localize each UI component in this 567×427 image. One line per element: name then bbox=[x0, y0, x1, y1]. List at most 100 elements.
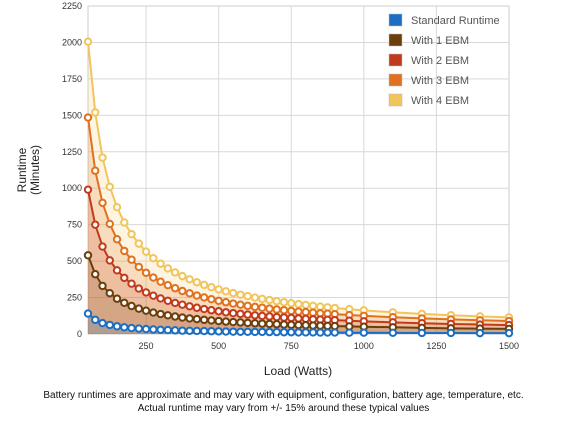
data-point[interactable] bbox=[265, 304, 274, 313]
data-point[interactable] bbox=[228, 288, 238, 298]
data-point[interactable] bbox=[83, 309, 93, 318]
data-point[interactable] bbox=[221, 308, 231, 317]
data-point[interactable] bbox=[120, 218, 129, 227]
data-point[interactable] bbox=[221, 317, 231, 326]
data-point[interactable] bbox=[287, 306, 296, 316]
data-point[interactable] bbox=[98, 198, 107, 208]
data-point[interactable] bbox=[330, 328, 339, 337]
data-point[interactable] bbox=[185, 302, 194, 311]
data-point[interactable] bbox=[316, 321, 325, 330]
data-point[interactable] bbox=[236, 318, 245, 327]
data-point[interactable] bbox=[236, 300, 245, 309]
data-point[interactable] bbox=[214, 296, 223, 305]
data-point[interactable] bbox=[258, 311, 267, 321]
data-point[interactable] bbox=[250, 319, 260, 328]
data-point[interactable] bbox=[294, 307, 303, 316]
data-point[interactable] bbox=[294, 314, 303, 323]
data-point[interactable] bbox=[287, 320, 296, 330]
data-point[interactable] bbox=[98, 281, 107, 291]
data-point[interactable] bbox=[185, 326, 194, 335]
data-point[interactable] bbox=[250, 327, 260, 337]
data-point[interactable] bbox=[301, 328, 310, 337]
data-point[interactable] bbox=[214, 307, 223, 316]
data-point[interactable] bbox=[272, 327, 281, 337]
data-point[interactable] bbox=[163, 296, 173, 305]
data-point[interactable] bbox=[91, 108, 100, 117]
data-point[interactable] bbox=[265, 327, 274, 337]
data-point[interactable] bbox=[141, 306, 151, 315]
data-point[interactable] bbox=[105, 256, 114, 265]
data-point[interactable] bbox=[236, 309, 245, 319]
data-point[interactable] bbox=[207, 283, 216, 292]
data-point[interactable] bbox=[91, 315, 100, 325]
data-point[interactable] bbox=[243, 310, 252, 319]
data-point[interactable] bbox=[294, 320, 303, 330]
data-point[interactable] bbox=[192, 326, 202, 336]
data-point[interactable] bbox=[149, 325, 158, 334]
data-point[interactable] bbox=[134, 239, 144, 248]
data-point[interactable] bbox=[105, 219, 114, 229]
data-point[interactable] bbox=[120, 246, 129, 256]
data-point[interactable] bbox=[221, 287, 231, 296]
data-point[interactable] bbox=[134, 284, 144, 293]
data-point[interactable] bbox=[134, 304, 144, 313]
data-point[interactable] bbox=[221, 327, 231, 336]
data-point[interactable] bbox=[127, 301, 136, 311]
data-point[interactable] bbox=[83, 113, 93, 122]
data-point[interactable] bbox=[192, 291, 202, 300]
data-point[interactable] bbox=[149, 273, 158, 282]
data-point[interactable] bbox=[265, 295, 274, 305]
data-point[interactable] bbox=[178, 286, 187, 296]
data-point[interactable] bbox=[149, 308, 158, 317]
data-point[interactable] bbox=[199, 304, 209, 314]
data-point[interactable] bbox=[287, 313, 296, 323]
data-point[interactable] bbox=[323, 328, 332, 337]
data-point[interactable] bbox=[388, 328, 398, 338]
data-point[interactable] bbox=[141, 247, 151, 256]
data-point[interactable] bbox=[163, 280, 173, 290]
data-point[interactable] bbox=[105, 288, 114, 298]
data-point[interactable] bbox=[170, 312, 180, 321]
data-point[interactable] bbox=[214, 285, 223, 294]
data-point[interactable] bbox=[192, 303, 202, 312]
data-point[interactable] bbox=[221, 298, 231, 307]
data-point[interactable] bbox=[294, 299, 303, 309]
data-point[interactable] bbox=[301, 300, 310, 310]
data-point[interactable] bbox=[243, 291, 252, 301]
data-point[interactable] bbox=[228, 317, 238, 327]
data-point[interactable] bbox=[178, 326, 187, 335]
data-point[interactable] bbox=[83, 185, 93, 194]
data-point[interactable] bbox=[475, 328, 485, 338]
data-point[interactable] bbox=[236, 290, 245, 299]
data-point[interactable] bbox=[134, 324, 144, 333]
data-point[interactable] bbox=[120, 298, 129, 308]
data-point[interactable] bbox=[258, 303, 267, 312]
data-point[interactable] bbox=[91, 166, 100, 175]
data-point[interactable] bbox=[112, 235, 122, 244]
data-point[interactable] bbox=[316, 302, 325, 311]
data-point[interactable] bbox=[149, 253, 158, 263]
data-point[interactable] bbox=[243, 327, 252, 337]
data-point[interactable] bbox=[199, 280, 209, 290]
data-point[interactable] bbox=[156, 259, 165, 268]
data-point[interactable] bbox=[91, 270, 100, 279]
data-point[interactable] bbox=[243, 318, 252, 328]
data-point[interactable] bbox=[156, 294, 165, 303]
data-point[interactable] bbox=[279, 320, 289, 329]
data-point[interactable] bbox=[250, 293, 260, 302]
data-point[interactable] bbox=[185, 275, 194, 284]
data-point[interactable] bbox=[243, 301, 252, 311]
data-point[interactable] bbox=[163, 311, 173, 320]
data-point[interactable] bbox=[272, 305, 281, 314]
data-point[interactable] bbox=[127, 323, 136, 333]
data-point[interactable] bbox=[301, 321, 310, 330]
data-point[interactable] bbox=[258, 319, 267, 328]
data-point[interactable] bbox=[178, 271, 187, 281]
data-point[interactable] bbox=[207, 306, 216, 315]
data-point[interactable] bbox=[83, 37, 93, 46]
data-point[interactable] bbox=[207, 294, 216, 304]
legend-item[interactable]: With 3 EBM bbox=[388, 73, 469, 87]
data-point[interactable] bbox=[199, 326, 209, 336]
data-point[interactable] bbox=[120, 323, 129, 332]
data-point[interactable] bbox=[258, 327, 267, 337]
